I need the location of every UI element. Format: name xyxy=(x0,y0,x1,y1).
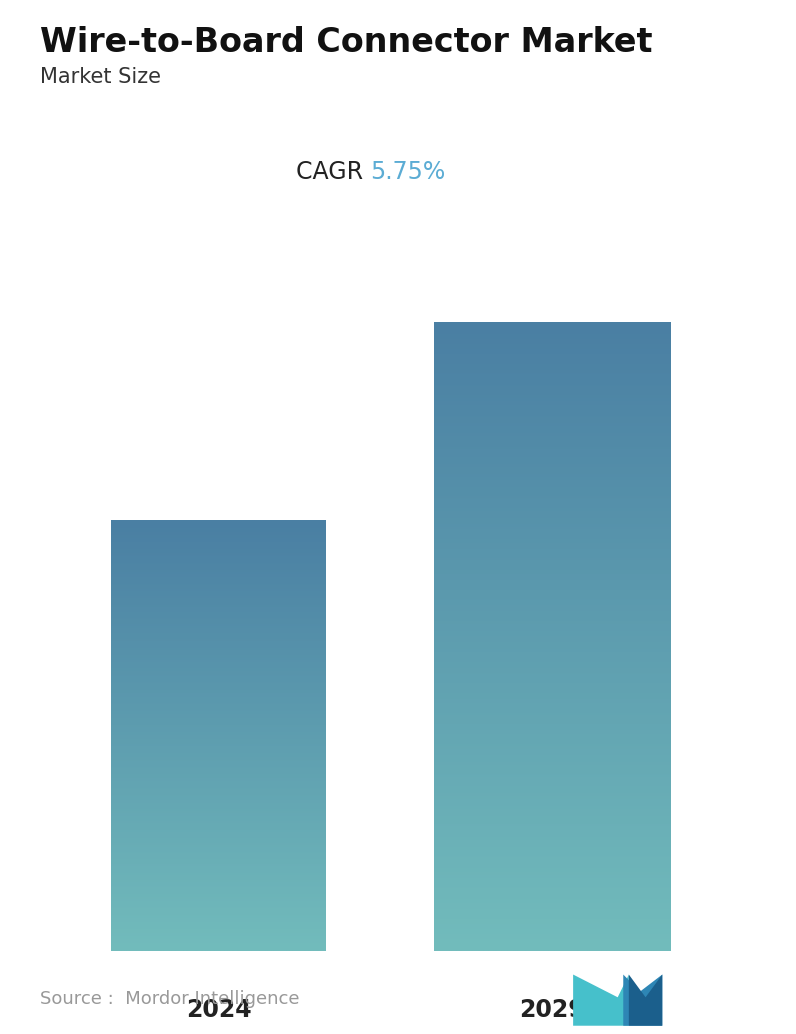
Text: Source :  Mordor Intelligence: Source : Mordor Intelligence xyxy=(40,991,299,1008)
Text: 2029: 2029 xyxy=(519,998,585,1022)
Text: Market Size: Market Size xyxy=(40,67,161,87)
Text: 2024: 2024 xyxy=(186,998,252,1022)
Text: CAGR: CAGR xyxy=(295,160,370,184)
Text: 5.75%: 5.75% xyxy=(370,160,446,184)
Text: Wire-to-Board Connector Market: Wire-to-Board Connector Market xyxy=(40,26,652,59)
